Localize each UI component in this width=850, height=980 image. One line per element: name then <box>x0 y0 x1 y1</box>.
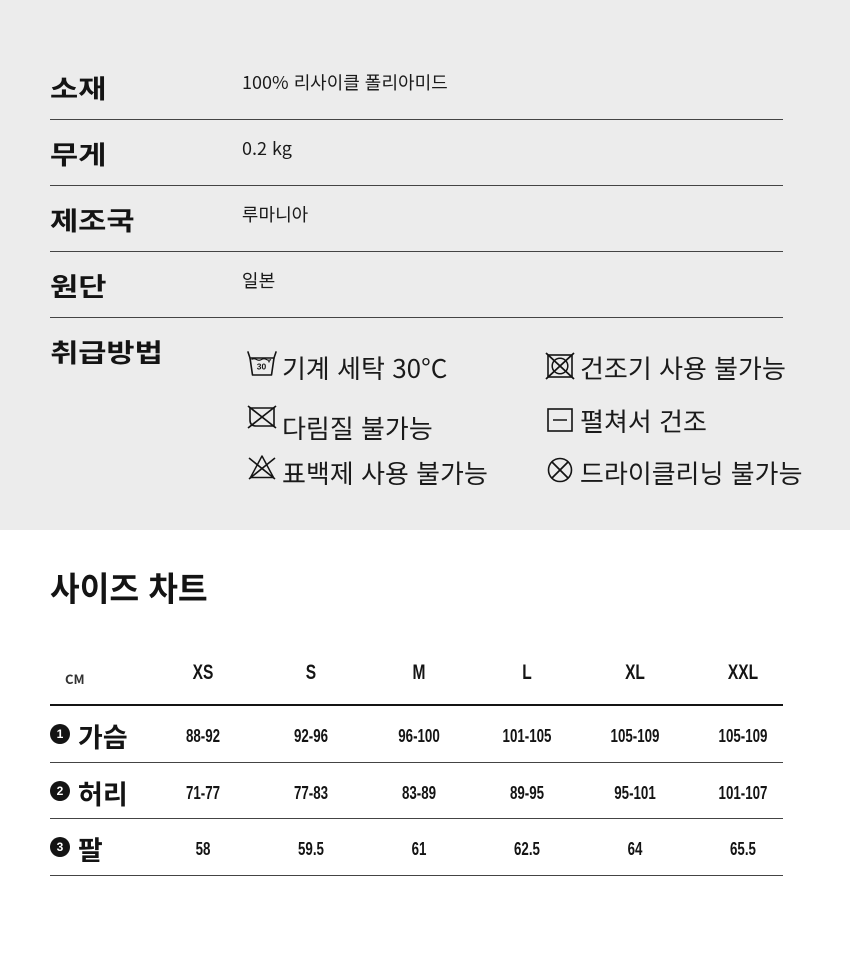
svg-text:30: 30 <box>257 362 267 372</box>
